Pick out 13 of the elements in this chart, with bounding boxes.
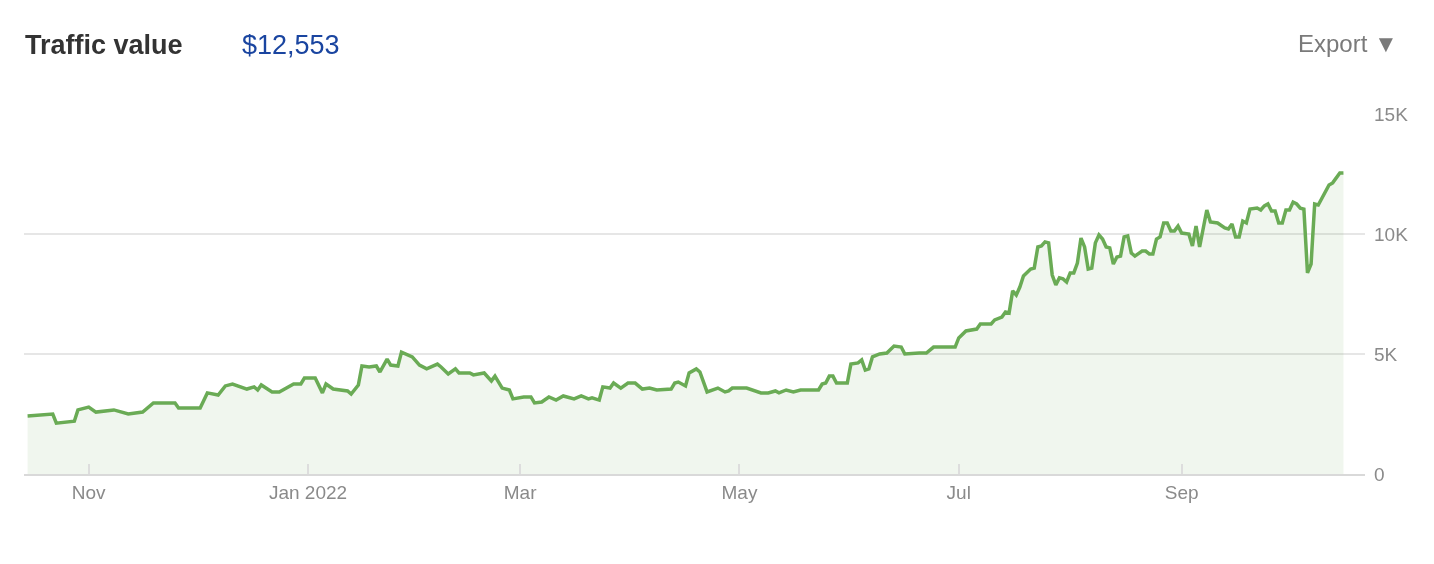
y-tick-label: 5K [1374,343,1398,365]
y-tick-label: 0 [1374,463,1385,485]
x-tick-label: Sep [1164,481,1199,503]
x-tick-label: Mar [503,481,538,503]
x-tick-label: May [721,481,758,503]
y-tick-label: 15K [1374,103,1409,125]
text: Export ▼ [1298,30,1398,57]
chart-title: Traffic value [25,30,183,61]
x-tick-label: Jan 2022 [268,481,348,503]
x-tick-label: Nov [71,481,107,503]
chart-subtitle: $12,553 [242,30,340,60]
x-tick-label: Jul [946,481,971,503]
y-tick-label: 10K [1374,223,1409,245]
